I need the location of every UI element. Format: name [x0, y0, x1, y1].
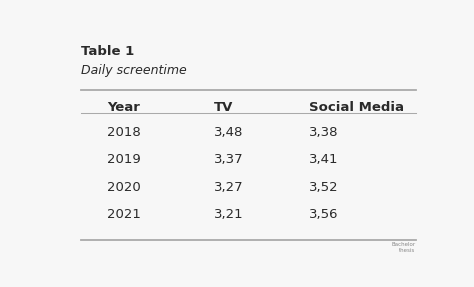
Text: 3,56: 3,56	[309, 208, 338, 221]
Text: 3,38: 3,38	[309, 126, 338, 139]
Text: 3,27: 3,27	[213, 181, 243, 193]
Text: 2019: 2019	[107, 153, 141, 166]
Text: Table 1: Table 1	[82, 46, 135, 59]
Text: Social Media: Social Media	[309, 101, 404, 114]
Text: 3,21: 3,21	[213, 208, 243, 221]
Text: 3,37: 3,37	[213, 153, 243, 166]
Text: 2021: 2021	[107, 208, 141, 221]
Text: TV: TV	[213, 101, 233, 114]
Text: Bachelor
thesis: Bachelor thesis	[392, 243, 416, 253]
Text: 2018: 2018	[107, 126, 141, 139]
Text: Daily screentime: Daily screentime	[82, 64, 187, 77]
Text: 2020: 2020	[107, 181, 141, 193]
Text: 3,41: 3,41	[309, 153, 338, 166]
Text: Year: Year	[107, 101, 140, 114]
Text: 3,48: 3,48	[213, 126, 243, 139]
Text: 3,52: 3,52	[309, 181, 338, 193]
